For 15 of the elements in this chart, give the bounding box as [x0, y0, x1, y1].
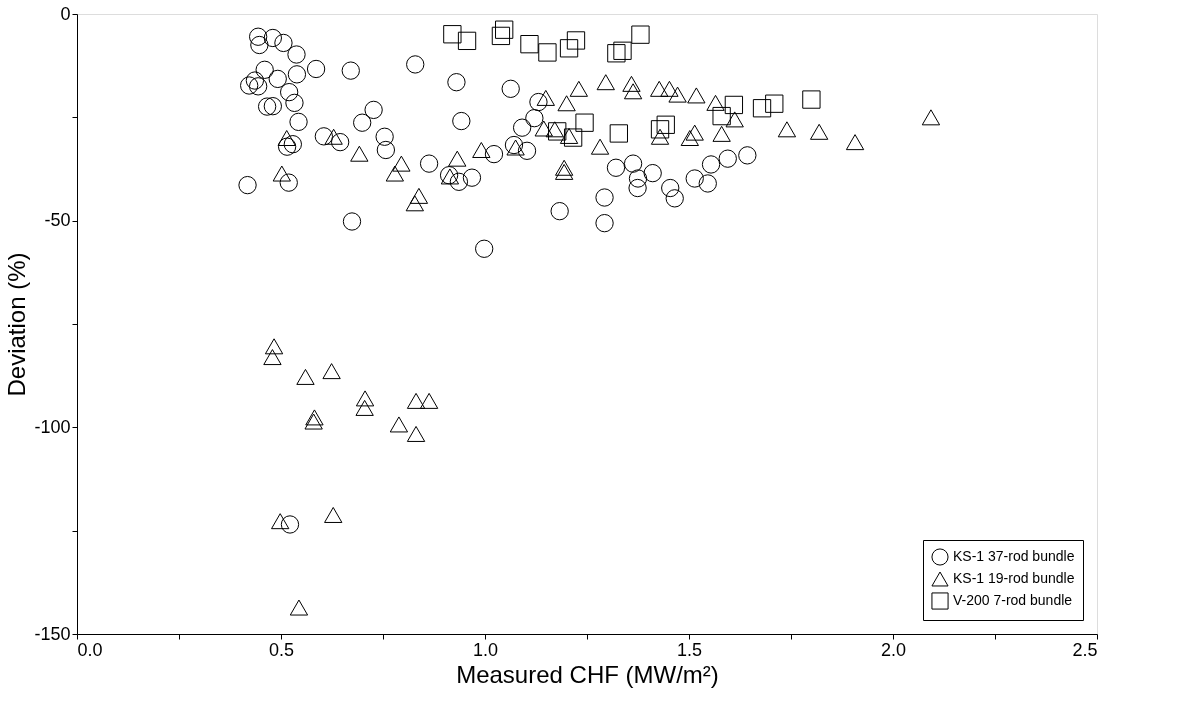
legend-label: KS-1 37-rod bundle — [953, 548, 1075, 564]
x-tick-label: 2.5 — [1072, 639, 1098, 660]
y-tick-label: -100 — [34, 416, 71, 437]
y-tick-label: -50 — [44, 210, 71, 231]
x-axis-title: Measured CHF (MW/m²) — [456, 660, 719, 688]
x-tick-label: 2.0 — [880, 639, 907, 660]
x-tick-label: 1.5 — [676, 639, 703, 660]
x-tick-label: 1.0 — [472, 639, 499, 660]
y-axis-title: Deviation (%) — [3, 252, 31, 397]
y-tick-label: -150 — [34, 623, 71, 644]
y-tick-label: 0 — [60, 3, 71, 24]
legend-label: V-200 7-rod bundle — [953, 592, 1073, 608]
legend-label: KS-1 19-rod bundle — [953, 570, 1075, 586]
x-tick-label: 0.5 — [268, 639, 295, 660]
x-tick-label: 0.0 — [77, 639, 103, 660]
